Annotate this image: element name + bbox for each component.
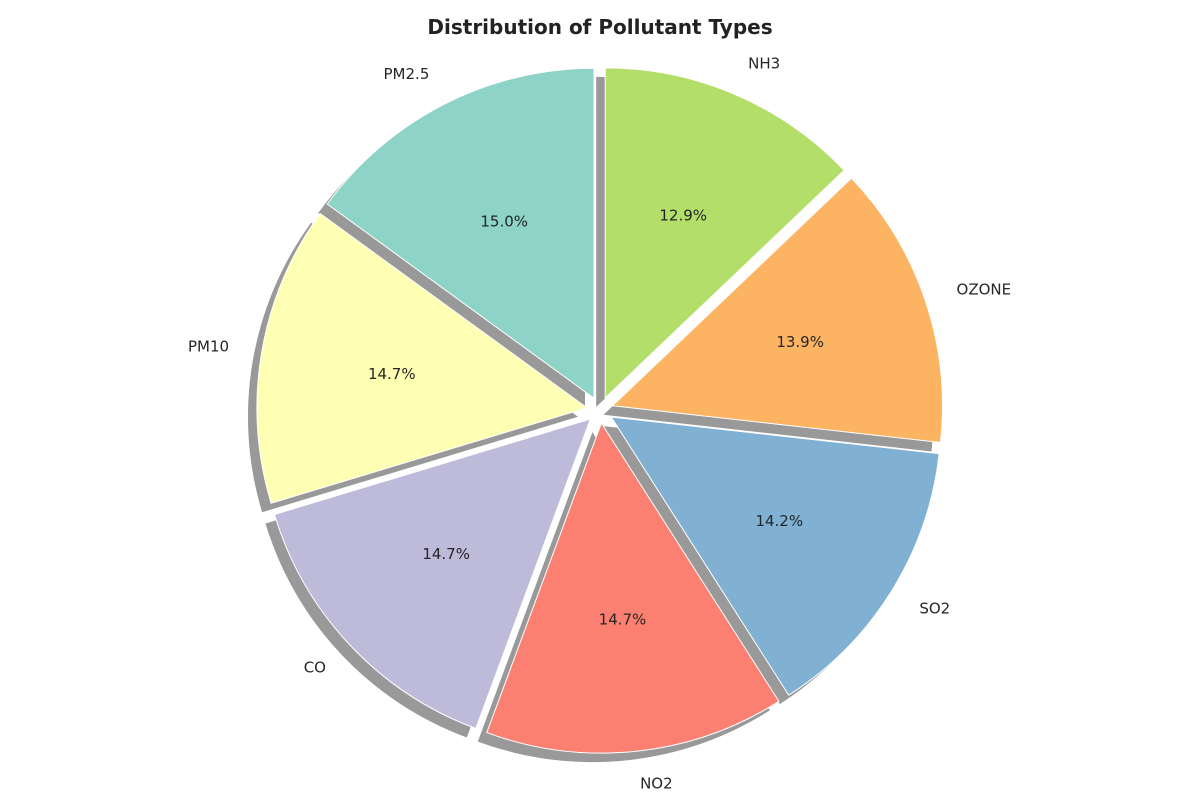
pie-slices (256, 67, 943, 754)
category-label: NH3 (748, 55, 780, 73)
percentage-label: 15.0% (480, 212, 528, 230)
percentage-label: 13.9% (776, 333, 824, 351)
pie-slice-co (273, 418, 592, 730)
chart-title: Distribution of Pollutant Types (427, 15, 772, 39)
category-label: NO2 (640, 775, 673, 793)
pie-slice-ozone (611, 177, 943, 444)
category-label: PM2.5 (384, 65, 430, 83)
pie-slice-no2 (486, 422, 780, 754)
category-label: PM10 (188, 338, 229, 356)
percentage-label: 14.7% (368, 365, 416, 383)
category-label: CO (304, 658, 326, 676)
pie-slice-pm2-5 (326, 67, 595, 400)
percentage-label: 14.2% (755, 512, 803, 530)
pie-slice-pm10 (256, 212, 589, 504)
pie-slice-nh3 (604, 67, 845, 400)
percentage-label: 14.7% (599, 610, 647, 628)
category-label: SO2 (919, 599, 950, 617)
category-label: OZONE (957, 280, 1012, 298)
percentage-label: 14.7% (422, 545, 470, 563)
percentage-label: 12.9% (659, 206, 707, 224)
slice-labels: PM2.5 15.0% PM10 14.7% CO 14.7% NO2 14.7% SO2 14.… (188, 55, 1011, 793)
pie-slice-so2 (610, 416, 940, 696)
